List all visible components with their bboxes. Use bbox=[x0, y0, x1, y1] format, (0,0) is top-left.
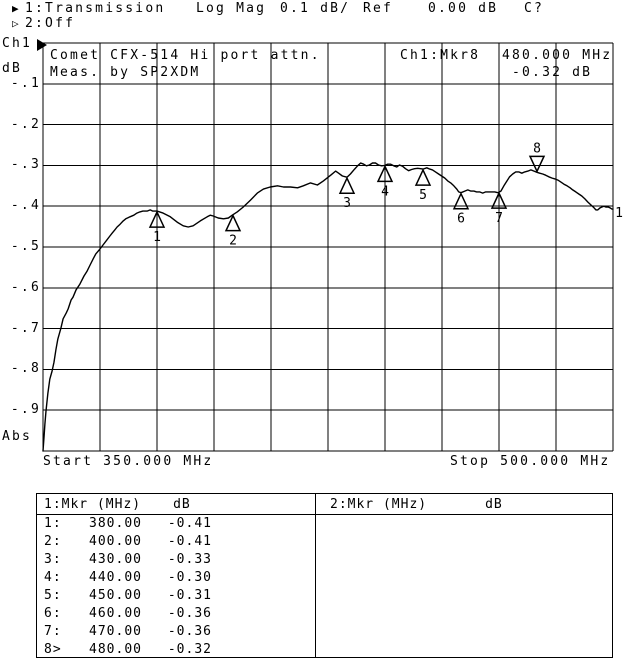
trace1-label: 1:Transmission bbox=[25, 1, 166, 16]
marker-readout-value: -0.32 dB bbox=[512, 65, 593, 80]
measurement-title-line1: Comet CFX-514 Hi port attn. bbox=[50, 48, 321, 63]
y-tick-label: -.5 bbox=[10, 239, 41, 254]
marker-row-freq: 450.00 bbox=[89, 588, 142, 603]
marker-table-row: 2: 400.00 -0.41 bbox=[37, 533, 315, 551]
channel-label: Ch1 bbox=[2, 36, 33, 51]
panel1-rows: 1: 380.00 -0.41 2: 400.00 -0.41 3: 430.00 -0.33 4… bbox=[37, 515, 315, 659]
marker-row-db: -0.41 bbox=[167, 534, 212, 549]
panel2-header-label: 2:Mkr (MHz) bbox=[330, 497, 428, 512]
inactive-marker-arrow-icon: ▷ bbox=[12, 17, 19, 30]
panel1-unit-label: dB bbox=[173, 497, 191, 512]
channel-pointer-icon bbox=[37, 39, 47, 51]
active-marker-arrow-icon: ▶ bbox=[12, 2, 19, 15]
marker-row-freq: 430.00 bbox=[89, 552, 142, 567]
marker-row-num: 3: bbox=[44, 552, 62, 567]
y-tick-label: -.1 bbox=[10, 75, 41, 91]
x-axis-stop-label: Stop 500.000 MHz bbox=[450, 454, 611, 469]
marker-row-num: 1: bbox=[44, 516, 62, 531]
marker-table: 1:Mkr (MHz) dB 1: 380.00 -0.41 2: 400.00 -0.4… bbox=[36, 493, 613, 658]
marker-8-symbol bbox=[528, 155, 546, 174]
marker-row-num: 8> bbox=[44, 642, 62, 657]
marker-3-label: 3 bbox=[343, 196, 351, 211]
y-axis-bottom-label: Abs bbox=[2, 429, 33, 444]
panel1-header: 1:Mkr (MHz) dB bbox=[37, 494, 315, 514]
marker-row-freq: 460.00 bbox=[89, 606, 142, 621]
y-tick-label: -.9 bbox=[10, 402, 41, 418]
graph: 1 2 3 4 5 6 7 8 1 bbox=[37, 39, 623, 452]
y-tick-label: -.8 bbox=[10, 361, 41, 377]
marker-row-num: 5: bbox=[44, 588, 62, 603]
marker-table-row: 4: 440.00 -0.30 bbox=[37, 569, 315, 587]
marker-1-label: 1 bbox=[153, 230, 161, 245]
marker-1-symbol bbox=[148, 210, 166, 228]
ref-label: Ref bbox=[363, 1, 394, 16]
y-tick-label: -.2 bbox=[10, 116, 41, 132]
trace-ch1 bbox=[42, 162, 614, 452]
marker-row-num: 7: bbox=[44, 624, 62, 639]
marker-row-db: -0.30 bbox=[167, 570, 212, 585]
x-axis-start-label: Start 350.000 MHz bbox=[43, 454, 214, 469]
measurement-title-line2: Meas. by SP2XDM bbox=[50, 65, 201, 80]
marker-row-db: -0.32 bbox=[167, 642, 212, 657]
marker-table-panel-1: 1:Mkr (MHz) dB 1: 380.00 -0.41 2: 400.00 -0.4… bbox=[37, 494, 315, 657]
format-label: Log Mag bbox=[196, 1, 267, 16]
marker-row-num: 6: bbox=[44, 606, 62, 621]
marker-table-panel-2: 2:Mkr (MHz) dB bbox=[316, 494, 612, 657]
marker-row-db: -0.36 bbox=[167, 624, 212, 639]
y-tick-label: -.7 bbox=[10, 320, 41, 336]
correction-indicator: C? bbox=[524, 1, 545, 16]
marker-6-label: 6 bbox=[457, 212, 465, 227]
marker-row-db: -0.33 bbox=[167, 552, 212, 567]
marker-table-row: 8> 480.00 -0.32 bbox=[37, 641, 315, 659]
marker-4-label: 4 bbox=[381, 184, 389, 199]
marker-row-freq: 440.00 bbox=[89, 570, 142, 585]
y-tick-label: -.4 bbox=[10, 198, 41, 214]
table-header-separator bbox=[37, 514, 612, 515]
panel2-header: 2:Mkr (MHz) dB bbox=[316, 494, 612, 514]
marker-3-symbol bbox=[338, 176, 356, 194]
marker-8-label: 8 bbox=[533, 141, 541, 156]
marker-5-symbol bbox=[414, 168, 432, 186]
marker-row-db: -0.36 bbox=[167, 606, 212, 621]
marker-table-row: 5: 450.00 -0.31 bbox=[37, 587, 315, 605]
marker-7-label: 7 bbox=[495, 211, 503, 226]
trace2-label: 2:Off bbox=[25, 16, 76, 31]
trace-end-label: 1 bbox=[615, 206, 623, 221]
marker-row-db: -0.31 bbox=[167, 588, 212, 603]
marker-2-symbol bbox=[224, 213, 242, 232]
scale-per-div-label: 0.1 dB/ bbox=[280, 1, 351, 16]
marker-row-freq: 470.00 bbox=[89, 624, 142, 639]
marker-2-label: 2 bbox=[229, 234, 237, 249]
table-panel-divider bbox=[315, 494, 316, 657]
marker-row-freq: 400.00 bbox=[89, 534, 142, 549]
marker-table-row: 7: 470.00 -0.36 bbox=[37, 623, 315, 641]
y-tick-label: -.6 bbox=[10, 279, 41, 295]
marker-readout-freq: 480.000 MHz bbox=[502, 48, 613, 63]
marker-readout-label: Ch1:Mkr8 bbox=[400, 48, 481, 63]
marker-row-num: 2: bbox=[44, 534, 62, 549]
marker-table-row: 1: 380.00 -0.41 bbox=[37, 515, 315, 533]
marker-table-row: 3: 430.00 -0.33 bbox=[37, 551, 315, 569]
marker-4-symbol bbox=[376, 164, 394, 183]
marker-row-freq: 480.00 bbox=[89, 642, 142, 657]
marker-7-symbol bbox=[490, 191, 508, 209]
marker-row-freq: 380.00 bbox=[89, 516, 142, 531]
ref-value: 0.00 dB bbox=[428, 1, 499, 16]
marker-5-label: 5 bbox=[419, 188, 427, 203]
marker-table-row: 6: 460.00 -0.36 bbox=[37, 605, 315, 623]
panel2-unit-label: dB bbox=[485, 497, 503, 512]
y-axis-unit-label: dB bbox=[2, 61, 23, 76]
marker-6-symbol bbox=[452, 191, 470, 210]
marker-row-db: -0.41 bbox=[167, 516, 212, 531]
panel1-header-label: 1:Mkr (MHz) bbox=[44, 497, 142, 512]
y-tick-label: -.3 bbox=[10, 157, 41, 173]
marker-row-num: 4: bbox=[44, 570, 62, 585]
